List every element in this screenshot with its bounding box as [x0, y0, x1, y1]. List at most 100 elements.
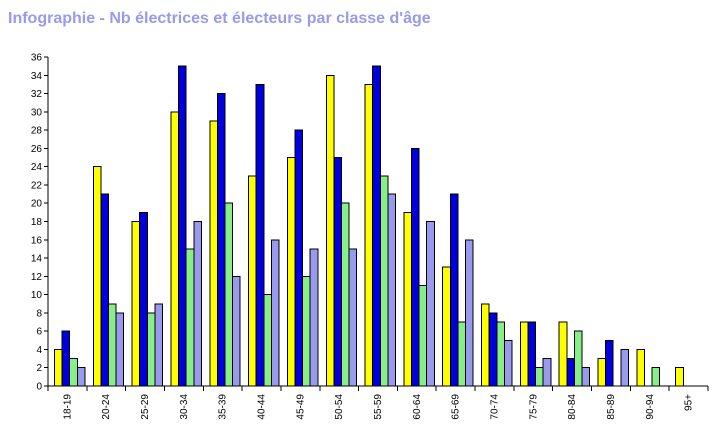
y-tick-label: 14 — [31, 254, 43, 265]
bar-60-64-series-4 — [426, 221, 435, 387]
bar-85-89-series-1 — [597, 358, 607, 387]
bar-20-24-series-4 — [115, 312, 125, 387]
bar-75-79-series-2 — [527, 321, 537, 387]
bar-35-39-series-2 — [216, 93, 226, 387]
y-tick-label: 36 — [31, 53, 43, 64]
y-tick-label: 16 — [31, 235, 43, 246]
y-tick-label: 18 — [31, 217, 43, 228]
x-tick-label: 18-19 — [62, 394, 73, 420]
bar-25-29-series-2 — [139, 211, 148, 387]
bar-75-79-series-4 — [542, 358, 552, 387]
bar-35-39-series-1 — [209, 120, 218, 387]
bar-30-34-series-3 — [185, 248, 195, 387]
y-tick-label: 32 — [31, 89, 43, 100]
bar-55-59-series-3 — [379, 175, 389, 387]
bar-45-49-series-3 — [302, 275, 311, 387]
bar-80-84-series-1 — [558, 321, 568, 387]
y-tick-label: 0 — [36, 382, 42, 393]
bar-50-54-series-1 — [325, 74, 335, 387]
bar-75-79-series-1 — [519, 321, 529, 387]
x-tick-label: 35-39 — [218, 394, 229, 420]
bar-75-79-series-3 — [535, 367, 544, 387]
bar-45-49-series-4 — [309, 248, 319, 387]
y-tick-label: 10 — [31, 290, 43, 301]
y-tick-label: 22 — [31, 180, 43, 191]
bar-25-29-series-3 — [146, 312, 156, 387]
bar-50-54-series-4 — [348, 248, 358, 387]
bar-18-19-series-4 — [76, 367, 86, 387]
bar-30-34-series-2 — [178, 65, 187, 387]
y-tick-label: 30 — [31, 107, 43, 118]
x-tick-label: 65-69 — [451, 394, 462, 420]
bar-20-24-series-2 — [100, 193, 110, 387]
bar-80-84-series-2 — [566, 358, 575, 387]
bar-65-69-series-4 — [465, 239, 474, 387]
y-tick-label: 4 — [36, 345, 42, 356]
x-tick-label: 90-94 — [645, 394, 656, 420]
bar-90-94-series-1 — [636, 348, 646, 387]
bar-40-44-series-2 — [255, 83, 265, 387]
bar-85-89-series-2 — [605, 339, 614, 387]
x-tick-label: 30-34 — [179, 394, 190, 420]
bar-60-64-series-2 — [411, 147, 420, 387]
bar-40-44-series-4 — [270, 239, 280, 387]
bar-30-34-series-1 — [170, 111, 180, 387]
bar-80-84-series-4 — [581, 367, 591, 387]
x-tick-label: 85-89 — [606, 394, 617, 420]
bar-30-34-series-4 — [193, 221, 202, 387]
bar-65-69-series-3 — [457, 321, 466, 387]
bar-65-69-series-1 — [442, 266, 451, 387]
x-tick-label: 95+ — [684, 394, 695, 411]
x-tick-label: 80-84 — [567, 394, 578, 420]
bar-85-89-series-4 — [620, 348, 629, 387]
bar-95+-series-1 — [675, 367, 684, 387]
chart-title: Infographie - Nb électrices et électeurs… — [8, 10, 431, 27]
bar-35-39-series-4 — [232, 275, 241, 387]
x-tick-label: 55-59 — [373, 394, 384, 420]
bar-70-74-series-2 — [488, 312, 498, 387]
x-tick-label: 20-24 — [101, 394, 112, 420]
y-tick-label: 2 — [36, 363, 42, 374]
bar-18-19-series-2 — [61, 330, 71, 387]
x-tick-label: 25-29 — [140, 394, 151, 420]
x-tick-label: 40-44 — [257, 394, 268, 420]
bar-70-74-series-1 — [481, 303, 490, 387]
y-tick-label: 12 — [31, 272, 43, 283]
x-tick-label: 60-64 — [412, 394, 423, 420]
bar-80-84-series-3 — [573, 330, 583, 387]
y-tick-label: 20 — [31, 199, 43, 210]
bar-25-29-series-1 — [131, 221, 141, 387]
bar-70-74-series-4 — [503, 339, 513, 387]
bar-55-59-series-2 — [372, 65, 381, 387]
bar-70-74-series-3 — [496, 321, 505, 387]
bar-35-39-series-3 — [224, 202, 234, 387]
bar-20-24-series-3 — [108, 303, 117, 387]
y-tick-label: 26 — [31, 144, 43, 155]
bar-18-19-series-1 — [54, 348, 63, 387]
bar-18-19-series-3 — [69, 358, 78, 387]
bar-60-64-series-3 — [418, 285, 428, 387]
bar-25-29-series-4 — [154, 303, 163, 387]
bar-40-44-series-3 — [263, 294, 272, 387]
y-tick-label: 8 — [36, 308, 42, 319]
bar-60-64-series-1 — [403, 211, 412, 387]
x-tick-label: 75-79 — [528, 394, 539, 420]
bar-65-69-series-2 — [449, 193, 459, 387]
y-tick-label: 24 — [31, 162, 43, 173]
y-tick-label: 28 — [31, 126, 43, 137]
bar-40-44-series-1 — [248, 175, 257, 387]
x-tick-label: 70-74 — [489, 394, 500, 420]
bar-55-59-series-1 — [364, 83, 374, 387]
bar-90-94-series-3 — [651, 367, 661, 387]
bar-50-54-series-2 — [333, 157, 342, 387]
bar-45-49-series-1 — [286, 157, 296, 387]
bar-45-49-series-2 — [294, 129, 304, 387]
bar-55-59-series-4 — [387, 193, 396, 387]
y-tick-label: 34 — [31, 71, 43, 82]
x-tick-label: 50-54 — [334, 394, 345, 420]
bars-layer — [54, 65, 684, 387]
bar-20-24-series-1 — [92, 166, 102, 387]
bar-50-54-series-3 — [341, 202, 350, 387]
